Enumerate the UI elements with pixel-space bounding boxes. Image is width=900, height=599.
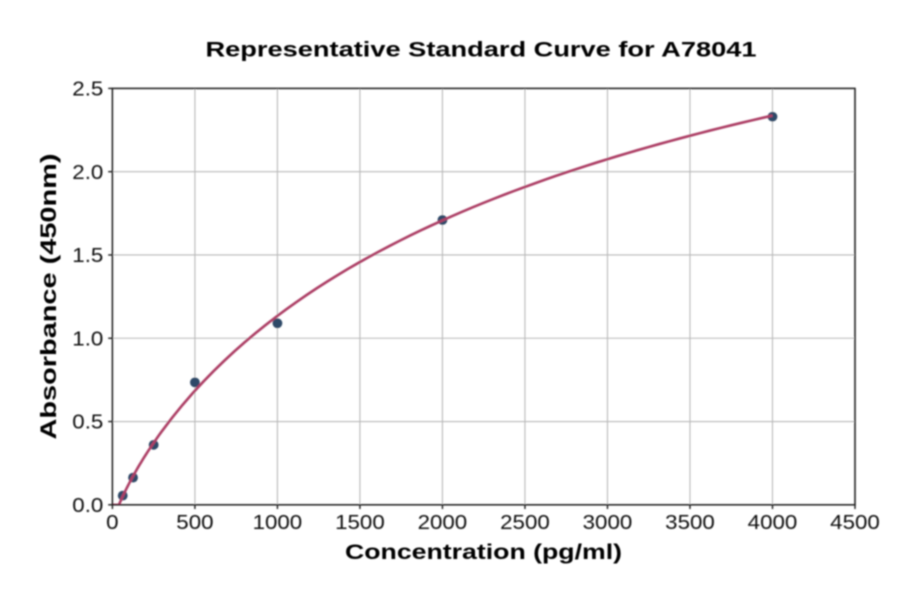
svg-text:0.5: 0.5 xyxy=(72,412,103,434)
svg-text:1000: 1000 xyxy=(253,512,303,534)
svg-text:0: 0 xyxy=(106,512,118,534)
svg-text:3000: 3000 xyxy=(583,512,633,534)
svg-text:1.0: 1.0 xyxy=(72,328,103,350)
svg-text:2.0: 2.0 xyxy=(72,162,103,184)
svg-text:2500: 2500 xyxy=(500,512,550,534)
svg-text:Representative Standard Curve: Representative Standard Curve for A78041 xyxy=(206,38,757,62)
svg-text:Absorbance (450nm): Absorbance (450nm) xyxy=(36,154,61,440)
svg-text:4000: 4000 xyxy=(748,512,798,534)
svg-text:Concentration (pg/ml): Concentration (pg/ml) xyxy=(345,541,622,564)
svg-text:500: 500 xyxy=(176,512,213,534)
svg-text:1.5: 1.5 xyxy=(72,245,103,267)
svg-text:3500: 3500 xyxy=(665,512,715,534)
svg-text:1500: 1500 xyxy=(335,512,385,534)
svg-text:2.5: 2.5 xyxy=(72,79,103,101)
svg-text:0.0: 0.0 xyxy=(72,495,103,517)
svg-text:4500: 4500 xyxy=(830,512,880,534)
svg-text:2000: 2000 xyxy=(418,512,468,534)
